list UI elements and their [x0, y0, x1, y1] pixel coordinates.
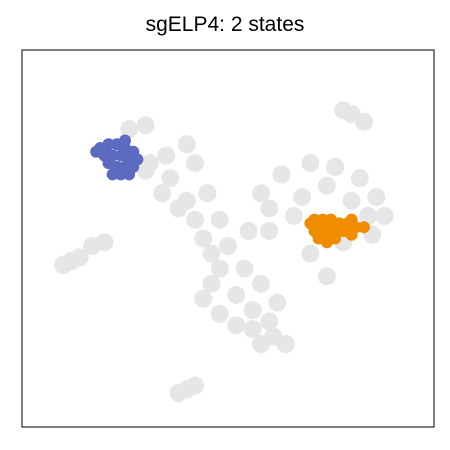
background-point	[161, 169, 180, 188]
background-point	[157, 146, 176, 165]
background-point	[251, 274, 270, 293]
state-point	[90, 145, 103, 158]
background-point	[198, 184, 217, 203]
background-point	[260, 199, 279, 218]
state-point	[345, 228, 358, 241]
background-point	[227, 286, 246, 305]
background-point	[354, 112, 373, 131]
background-point	[169, 384, 188, 403]
background-point	[235, 259, 254, 278]
background-point	[301, 154, 320, 173]
background-point	[260, 221, 279, 240]
background-point	[140, 154, 159, 173]
background-point	[334, 101, 353, 120]
background-point	[136, 116, 155, 135]
background-point	[202, 274, 221, 293]
background-point	[227, 316, 246, 335]
background-point	[301, 244, 320, 263]
background-point	[120, 120, 139, 139]
background-point	[326, 157, 345, 176]
background-point	[367, 188, 386, 207]
state-point	[329, 232, 342, 245]
state-point	[357, 221, 370, 234]
background-point	[177, 191, 196, 210]
chart-title: sgELP4: 2 states	[145, 13, 305, 36]
background-point	[243, 319, 262, 338]
state-point	[114, 168, 127, 181]
background-point	[194, 229, 213, 248]
highlighted-states	[90, 134, 370, 249]
background-point	[317, 267, 336, 286]
background-point	[260, 312, 279, 331]
background-point	[251, 335, 270, 354]
state-point	[123, 168, 136, 181]
background-point	[95, 233, 114, 252]
state-point	[312, 232, 325, 245]
background-point	[70, 248, 89, 267]
background-point	[350, 169, 369, 188]
state-point	[345, 213, 358, 226]
background-point	[317, 176, 336, 195]
background-point	[375, 206, 394, 225]
background-point	[194, 289, 213, 308]
background-point	[268, 293, 287, 312]
background-point	[202, 244, 221, 263]
background-point	[177, 135, 196, 154]
background-point	[54, 255, 73, 274]
background-point	[210, 210, 229, 229]
background-point	[186, 154, 205, 173]
background-point	[284, 206, 303, 225]
background-point	[210, 304, 229, 323]
background-point	[243, 301, 262, 320]
background-point	[210, 259, 229, 278]
background-point	[359, 206, 378, 225]
background-cells	[54, 101, 394, 403]
background-point	[239, 221, 258, 240]
background-point	[153, 184, 172, 203]
state-point	[119, 134, 131, 147]
background-point	[272, 165, 291, 184]
background-point	[293, 188, 312, 207]
state-point	[106, 168, 119, 181]
background-point	[186, 376, 205, 395]
background-point	[276, 335, 295, 354]
background-point	[251, 184, 270, 203]
background-point	[342, 191, 361, 210]
background-point	[186, 210, 205, 229]
state-point	[98, 145, 111, 158]
background-point	[219, 237, 237, 256]
